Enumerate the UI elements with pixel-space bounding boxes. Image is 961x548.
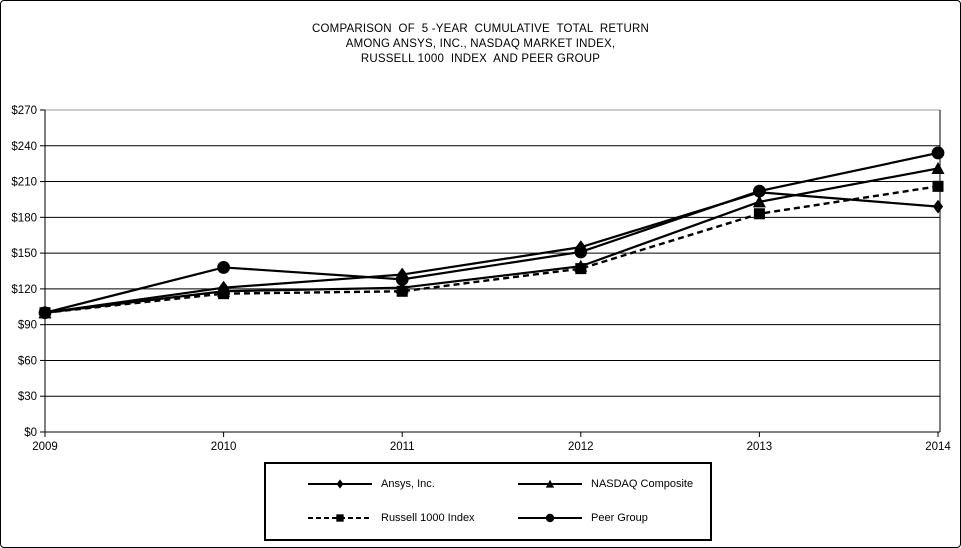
circle-marker-icon <box>931 146 945 160</box>
y-tick-label: $60 <box>18 355 37 367</box>
series-line-triangle <box>44 167 939 314</box>
x-tick-label: 2011 <box>390 441 415 453</box>
triangle-marker-icon <box>545 479 555 488</box>
y-tick-label: $270 <box>11 105 37 117</box>
diamond-marker-icon <box>932 199 944 214</box>
y-tick-label: $0 <box>24 427 37 439</box>
legend-label-nasdaq: NASDAQ Composite <box>591 478 694 490</box>
y-tick-label: $240 <box>11 141 37 153</box>
triangle-marker-icon <box>931 161 945 175</box>
legend-item-peer-group: Peer Group <box>516 510 648 526</box>
legend-diamond-line-icon <box>308 479 372 489</box>
y-tick-label: $210 <box>11 177 37 189</box>
series-line-square <box>44 185 939 314</box>
legend-label-ansys: Ansys, Inc. <box>381 478 435 490</box>
triangle-marker-icon <box>574 259 588 272</box>
legend-triangle-line-icon <box>518 479 582 488</box>
legend-circle-line-icon <box>518 513 582 523</box>
diamond-marker-icon <box>218 280 229 295</box>
legend-item-ansys: Ansys, Inc. <box>306 476 435 492</box>
x-tick-label: 2012 <box>568 441 594 453</box>
y-tick-label: $90 <box>18 320 37 332</box>
chart-title-line2: AMONG ANSYS, INC., NASDAQ MARKET INDEX, <box>345 38 616 50</box>
legend-square-dashed-line-icon <box>308 514 372 522</box>
diamond-marker-icon <box>397 267 408 282</box>
legend-box: Ansys, Inc. NASDAQ Composite Russell 100… <box>264 462 712 541</box>
diamond-marker-icon <box>754 185 765 200</box>
diamond-marker-icon <box>575 240 586 255</box>
circle-marker-icon <box>545 513 555 523</box>
series-line-circle <box>44 151 939 314</box>
y-tick-label: $30 <box>18 391 37 403</box>
x-tick-label: 2009 <box>32 441 58 453</box>
triangle-marker-icon <box>395 281 409 294</box>
diamond-marker-icon <box>39 305 51 320</box>
legend-label-russell: Russell 1000 Index <box>381 512 475 524</box>
legend-label-peer-group: Peer Group <box>591 512 648 524</box>
square-marker-icon <box>336 514 344 522</box>
x-tick-label: 2014 <box>925 441 951 453</box>
diamond-marker-icon <box>336 479 344 489</box>
triangle-marker-icon <box>752 195 766 208</box>
chart-title-line1: COMPARISON OF 5 -YEAR CUMULATIVE TOTAL R… <box>312 23 649 35</box>
x-tick-label: 2013 <box>747 441 773 453</box>
chart-title-line3: RUSSELL 1000 INDEX AND PEER GROUP <box>360 53 601 65</box>
x-tick-label: 2010 <box>211 441 237 453</box>
chart-title: COMPARISON OF 5 -YEAR CUMULATIVE TOTAL R… <box>1 22 960 67</box>
y-tick-label: $150 <box>11 248 37 260</box>
y-tick-label: $120 <box>11 284 37 296</box>
circle-marker-icon <box>217 261 231 274</box>
legend-item-nasdaq: NASDAQ Composite <box>516 476 693 492</box>
series-line-diamond <box>44 191 939 314</box>
square-marker-icon <box>753 208 765 220</box>
y-tick-label: $180 <box>11 212 37 224</box>
legend-item-russell: Russell 1000 Index <box>306 510 475 526</box>
square-marker-icon <box>932 180 944 192</box>
